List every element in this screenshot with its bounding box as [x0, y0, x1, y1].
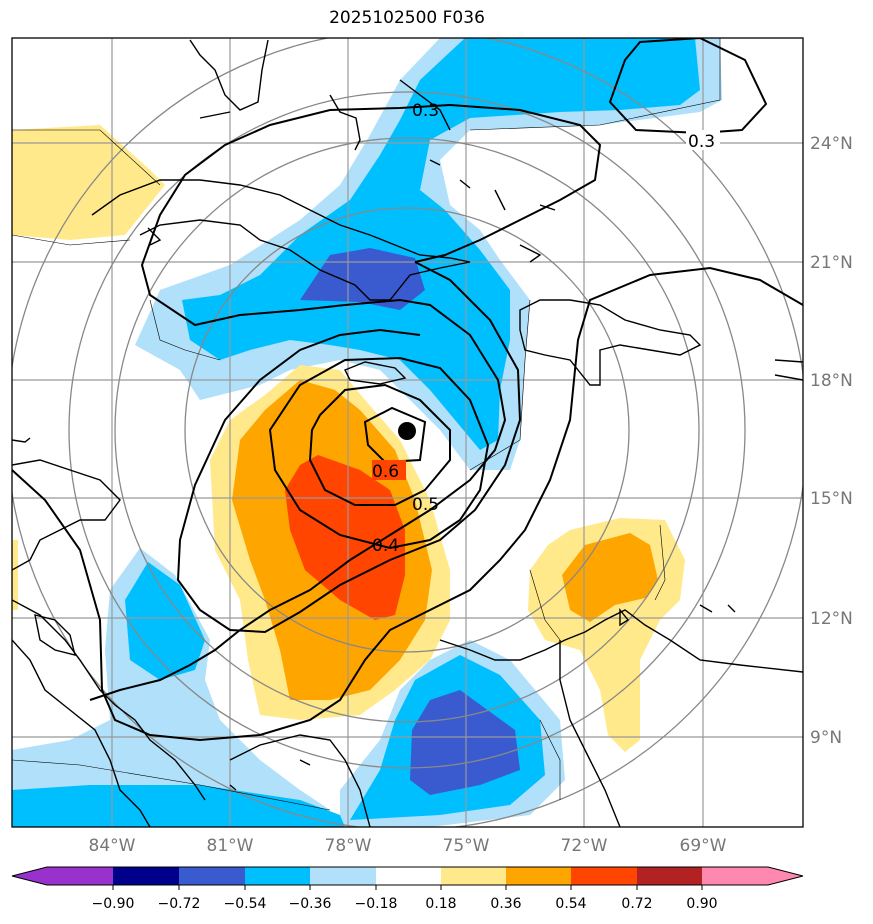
colorbar-ticks [112, 885, 703, 890]
longitude-labels: 84°W 81°W 78°W 75°W 72°W 69°W [89, 836, 727, 856]
lat-label-21n: 21°N [810, 253, 853, 273]
lat-label-12n: 12°N [810, 609, 853, 629]
colorbar-label-5: −0.18 [355, 896, 398, 912]
latitude-labels: 24°N 21°N 18°N 15°N 12°N 9°N [810, 134, 853, 748]
colorbar-extend-low [12, 867, 47, 885]
lon-label-69w: 69°W [680, 836, 727, 856]
colorbar-label-10: 0.90 [686, 896, 717, 912]
storm-center-marker [398, 422, 416, 440]
map-frame [11, 37, 804, 828]
contour-label-05: 0.5 [412, 495, 439, 515]
lon-label-84w: 84°W [89, 836, 136, 856]
contour-label-group: 0.3 0.3 0.6 0.5 0.4 [372, 101, 720, 556]
colorbar-segment-8 [506, 867, 571, 885]
colorbar-extend-high [768, 867, 803, 885]
colorbar-label-7: 0.36 [490, 896, 521, 912]
lon-label-72w: 72°W [561, 836, 608, 856]
shading-layer [12, 38, 722, 827]
lat-label-18n: 18°N [810, 371, 853, 391]
positive-anomaly-nw [12, 125, 165, 240]
colorbar-segment-11 [702, 867, 768, 885]
colorbar-label-3: −0.54 [224, 896, 267, 912]
colorbar-label-2: −0.72 [158, 896, 201, 912]
range-rings [12, 38, 803, 827]
positive-anomaly-core [285, 455, 405, 620]
colorbar-segment-9 [571, 867, 637, 885]
contour-label-03-north: 0.3 [412, 101, 439, 121]
lon-label-78w: 78°W [325, 836, 372, 856]
colorbar-label-6: 0.18 [425, 896, 456, 912]
colorbar-segment-2 [113, 867, 179, 885]
coastlines [12, 39, 803, 827]
colorbar-segment-10 [637, 867, 702, 885]
lon-label-81w: 81°W [207, 836, 254, 856]
colorbar-label-4: −0.36 [289, 896, 332, 912]
lat-label-9n: 9°N [810, 728, 842, 748]
colorbar-label-9: 0.72 [621, 896, 652, 912]
colorbar-label-1: −0.90 [92, 896, 135, 912]
colorbar: −0.90 −0.72 −0.54 −0.36 −0.18 0.18 0.36 … [11, 866, 804, 912]
contour-label-03-northeast: 0.3 [688, 132, 715, 152]
contour-label-06: 0.6 [372, 462, 399, 482]
colorbar-segment-7 [441, 867, 506, 885]
lat-label-24n: 24°N [810, 134, 853, 154]
contour-label-04: 0.4 [372, 536, 399, 556]
colorbar-segment-3 [179, 867, 245, 885]
negative-anomaly-se-core [410, 690, 520, 795]
positive-anomaly-east [562, 533, 658, 622]
colorbar-segment-4 [245, 867, 310, 885]
colorbar-label-8: 0.54 [555, 896, 586, 912]
boundaries [12, 38, 721, 811]
negative-anomaly-sw [12, 562, 345, 827]
contour-lines [12, 38, 803, 742]
lat-label-15n: 15°N [810, 489, 853, 509]
colorbar-segment-6 [376, 867, 441, 885]
lon-label-75w: 75°W [443, 836, 490, 856]
colorbar-segment-5 [310, 867, 376, 885]
colorbar-segment-1 [47, 867, 113, 885]
map-title: 2025102500 F036 [329, 8, 485, 28]
positive-anomaly-west-edge [12, 540, 18, 610]
negative-anomaly-sw-light [12, 548, 330, 827]
negative-anomaly-band [182, 38, 700, 450]
map-area: 0.3 0.3 0.6 0.5 0.4 [12, 38, 803, 827]
